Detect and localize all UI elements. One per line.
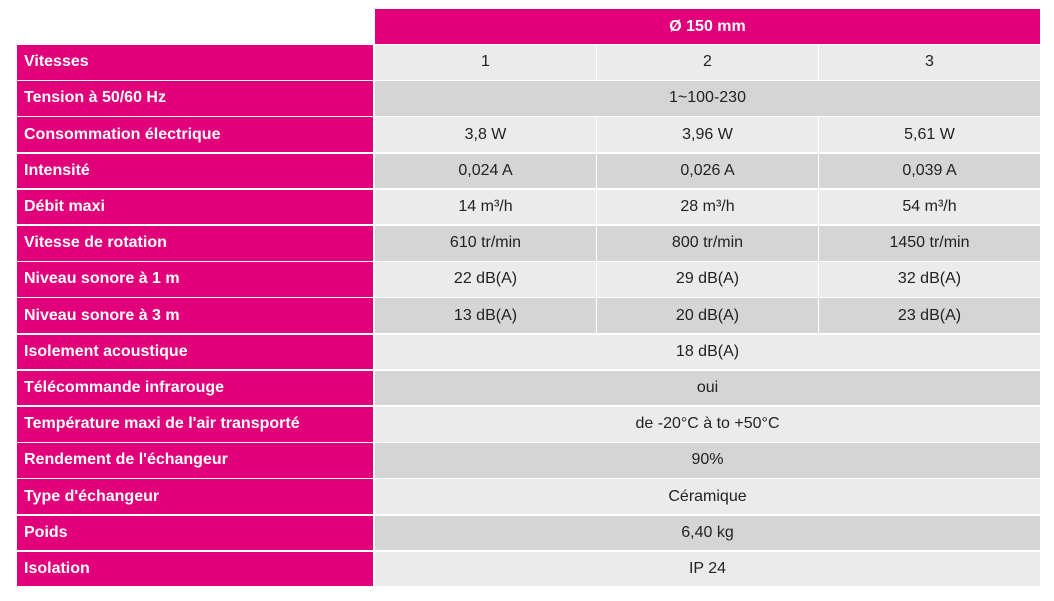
cell: 23 dB(A) (819, 298, 1040, 333)
cell: 18 dB(A) (375, 334, 1040, 370)
cell: 20 dB(A) (597, 298, 818, 333)
cell: 2 (597, 45, 818, 80)
cell: 0,026 A (597, 153, 818, 189)
cell: 22 dB(A) (375, 262, 596, 297)
cell: 0,024 A (375, 153, 596, 189)
cell: 610 tr/min (375, 226, 596, 261)
cell: 1 (375, 45, 596, 80)
cell: 28 m³/h (597, 189, 818, 225)
row-label: Télécommande infrarouge (17, 370, 373, 406)
cell: 3 (819, 45, 1040, 80)
cell: 3,96 W (597, 117, 818, 152)
row-label: Niveau sonore à 1 m (17, 262, 373, 297)
row-label: Débit maxi (17, 189, 373, 225)
row-label: Vitesse de rotation (17, 226, 373, 261)
row-label: Poids (17, 515, 373, 551)
cell: IP 24 (375, 551, 1040, 587)
cell: oui (375, 370, 1040, 406)
row-label: Consommation électrique (17, 117, 373, 152)
cell: 800 tr/min (597, 226, 818, 261)
cell: 14 m³/h (375, 189, 596, 225)
row-label: Température maxi de l'air transporté (17, 407, 373, 442)
row-label: Tension à 50/60 Hz (17, 81, 373, 116)
row-label: Niveau sonore à 3 m (17, 298, 373, 333)
cell: 1450 tr/min (819, 226, 1040, 261)
row-label: Isolation (17, 551, 373, 587)
header-title: Ø 150 mm (375, 9, 1040, 44)
cell: 1~100-230 (375, 81, 1040, 116)
cell: 6,40 kg (375, 515, 1040, 551)
row-label: Isolement acoustique (17, 334, 373, 370)
cell: de -20°C à to +50°C (375, 407, 1040, 442)
row-label: Rendement de l'échangeur (17, 443, 373, 478)
cell: 5,61 W (819, 117, 1040, 152)
cell: 32 dB(A) (819, 262, 1040, 297)
cell: Céramique (375, 479, 1040, 514)
cell: 13 dB(A) (375, 298, 596, 333)
row-label: Type d'échangeur (17, 479, 373, 514)
cell: 90% (375, 443, 1040, 478)
cell: 29 dB(A) (597, 262, 818, 297)
cell: 0,039 A (819, 153, 1040, 189)
row-label: Intensité (17, 153, 373, 189)
row-label: Vitesses (17, 45, 373, 80)
cell: 54 m³/h (819, 189, 1040, 225)
cell: 3,8 W (375, 117, 596, 152)
